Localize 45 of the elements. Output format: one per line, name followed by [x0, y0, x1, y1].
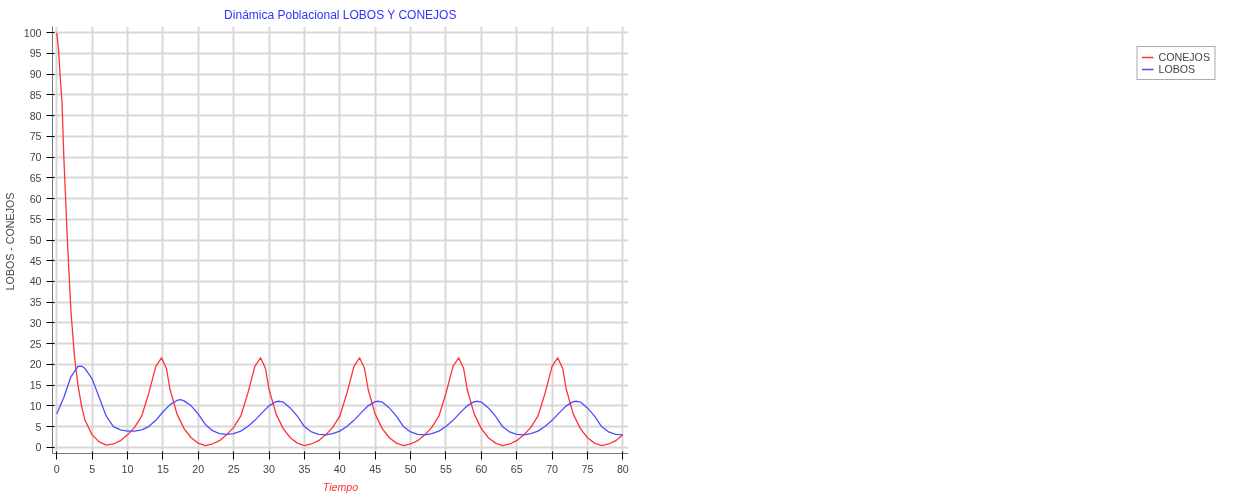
y-tick-label: 75 [29, 130, 42, 143]
legend-label: LOBOS [1158, 63, 1196, 75]
x-tick-label: 30 [263, 462, 276, 475]
y-tick-label: 90 [29, 68, 42, 81]
x-tick-label: 40 [333, 462, 346, 475]
x-tick-label: 55 [440, 462, 452, 475]
x-axis-title: Tiempo [322, 480, 359, 493]
x-tick-label: 60 [475, 462, 488, 475]
x-tick-label: 20 [192, 462, 205, 475]
y-tick-label: 95 [29, 47, 42, 60]
x-tick-label: 35 [298, 462, 311, 475]
y-tick-label: 30 [29, 316, 42, 329]
y-tick-label: 5 [35, 420, 42, 433]
x-tick-label: 75 [581, 462, 594, 475]
y-tick-label: 10 [29, 399, 42, 412]
x-tick-label: 5 [89, 462, 96, 475]
x-tick-label: 70 [546, 462, 559, 475]
x-tick-label: 0 [53, 462, 60, 475]
y-tick-label: 25 [29, 337, 42, 350]
x-tick-label: 65 [510, 462, 523, 475]
y-tick-label: 40 [29, 275, 42, 288]
x-tick-label: 80 [616, 462, 629, 475]
chart-title: Dinámica Poblacional LOBOS Y CONEJOS [224, 7, 457, 22]
y-tick-label: 50 [29, 234, 42, 246]
x-tick-label: 10 [121, 462, 134, 475]
y-tick-label: 55 [29, 213, 42, 226]
legend-label: CONEJOS [1158, 51, 1210, 63]
y-tick-label: 35 [29, 296, 42, 309]
y-tick-label: 20 [29, 358, 42, 371]
y-tick-label: 15 [29, 379, 42, 392]
y-tick-label: 60 [29, 192, 42, 205]
y-tick-label: 45 [29, 254, 42, 267]
y-tick-label: 65 [29, 171, 42, 184]
y-tick-label: 0 [35, 441, 42, 454]
x-tick-label: 50 [404, 462, 417, 475]
x-tick-label: 25 [227, 462, 240, 475]
x-tick-label: 45 [369, 462, 382, 475]
y-tick-label: 100 [23, 26, 42, 39]
x-tick-label: 15 [156, 462, 169, 475]
line-series [56, 32, 624, 447]
y-tick-label: 80 [29, 109, 42, 122]
y-tick-label: 85 [29, 88, 42, 101]
y-tick-label: 70 [29, 151, 42, 164]
line-series [56, 365, 624, 436]
y-axis-title: LOBOS - CONEJOS [3, 192, 16, 291]
